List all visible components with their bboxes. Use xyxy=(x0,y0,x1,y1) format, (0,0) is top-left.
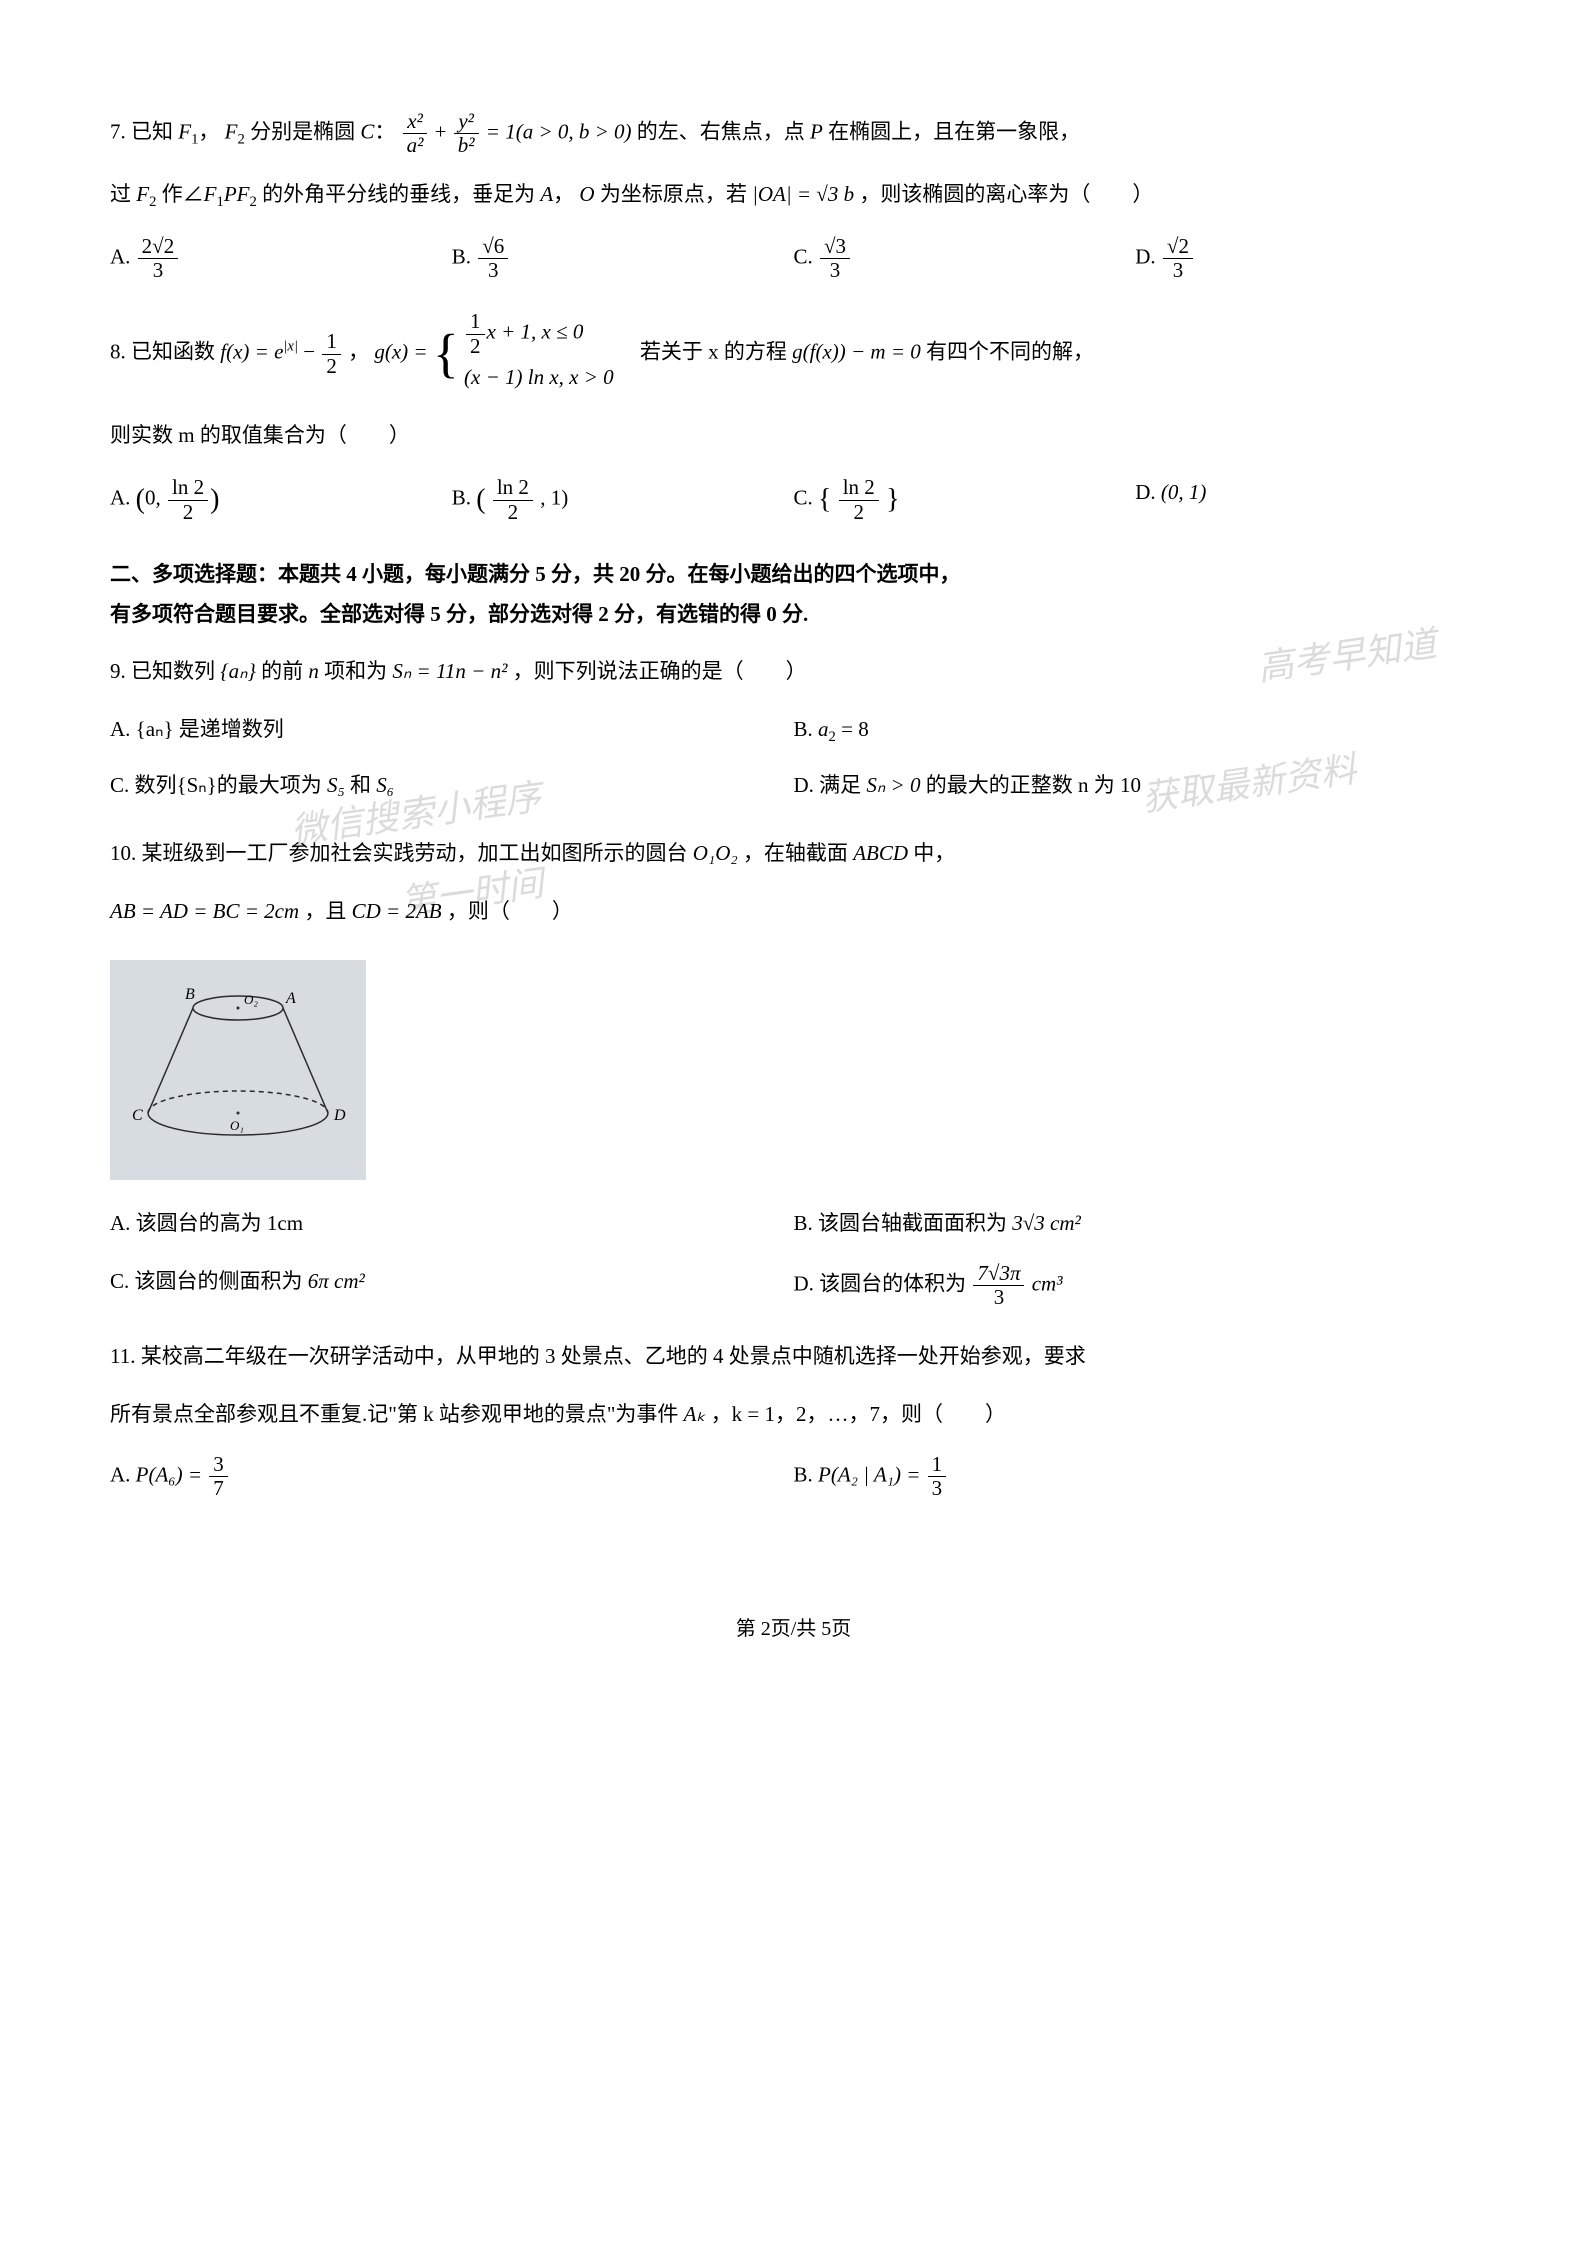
choice-b: B. ( ln 22 , 1) xyxy=(452,473,794,526)
choice-d: D. √23 xyxy=(1135,235,1477,282)
choice-a: A. {aₙ} 是递增数列 xyxy=(110,710,794,752)
choice-a: A. 2√23 xyxy=(110,235,452,282)
choice-c: C. √33 xyxy=(794,235,1136,282)
label-o1: O₁ xyxy=(230,1118,244,1133)
q7-line1: 7. 已知 F1， F2 分别是椭圆 C： x²a² + y²b² = 1(a … xyxy=(110,110,1477,157)
q-number: 11. xyxy=(110,1344,135,1368)
frustum-diagram: B A C D O₂ O₁ xyxy=(118,968,358,1158)
q8-line2: 则实数 m 的取值集合为（ ） xyxy=(110,416,1477,456)
q11-choices: A. P(A₆) = 37 B. P(A₂ | A₁) = 13 xyxy=(110,1453,1477,1500)
choice-a: A. ((0, 0, ln 22) xyxy=(110,473,452,526)
label-d: D xyxy=(333,1107,346,1124)
choice-a: A. P(A₆) = 37 xyxy=(110,1453,794,1500)
label-b: B xyxy=(185,986,195,1003)
choice-c: C. { ln 22 } xyxy=(794,473,1136,526)
question-9: 高考早知道 9. 已知数列 {aₙ} 的前 n 项和为 Sₙ = 11n − n… xyxy=(110,652,1477,806)
q7-line2: 过 F2 作∠F1PF2 的外角平分线的垂线，垂足为 A， O 为坐标原点，若 … xyxy=(110,175,1477,217)
q7-choices: A. 2√23 B. √63 C. √33 D. √23 xyxy=(110,235,1477,282)
q-number: 10. xyxy=(110,841,136,865)
q9-choices: 微信搜索小程序 获取最新资料 A. {aₙ} 是递增数列 B. a2 = 8 C… xyxy=(110,710,1477,806)
q10-figure: B A C D O₂ O₁ xyxy=(110,960,366,1180)
question-7: 7. 已知 F1， F2 分别是椭圆 C： x²a² + y²b² = 1(a … xyxy=(110,110,1477,282)
fraction: x²a² xyxy=(403,110,428,157)
label-c: C xyxy=(132,1107,143,1124)
q9-line1: 9. 已知数列 {aₙ} 的前 n 项和为 Sₙ = 11n − n² ，则下列… xyxy=(110,652,1477,692)
choice-b: B. P(A₂ | A₁) = 13 xyxy=(794,1453,1478,1500)
question-10: 第一时间 10. 某班级到一工厂参加社会实践劳动，加工出如图所示的圆台 O₁O₂… xyxy=(110,834,1477,1309)
choice-d: D. 满足 Sₙ > 0 的最大的正整数 n 为 10 xyxy=(794,766,1478,806)
choice-b: B. √63 xyxy=(452,235,794,282)
q10-choices: A. 该圆台的高为 1cm B. 该圆台轴截面面积为 3√3 cm² C. 该圆… xyxy=(110,1204,1477,1309)
choice-d: D. (0, 1) xyxy=(1135,473,1477,526)
question-8: 8. 已知函数 f(x) = e|x| − 12 ， g(x) = { 12x … xyxy=(110,310,1477,526)
choice-d: D. 该圆台的体积为 7√3π3 cm³ xyxy=(794,1262,1478,1309)
q-number: 7. xyxy=(110,119,126,143)
fraction: y²b² xyxy=(454,110,479,157)
q10-line1: 10. 某班级到一工厂参加社会实践劳动，加工出如图所示的圆台 O₁O₂ ，在轴截… xyxy=(110,834,1477,874)
page-footer: 第 2页/共 5页 xyxy=(110,1610,1477,1648)
label-o2: O₂ xyxy=(244,992,258,1007)
choice-c: C. 数列{Sₙ}的最大项为 S₅ 和 S₆ xyxy=(110,766,794,806)
q8-choices: A. ((0, 0, ln 22) B. ( ln 22 , 1) C. { l… xyxy=(110,473,1477,526)
choice-a: A. 该圆台的高为 1cm xyxy=(110,1204,794,1244)
choice-b: B. a2 = 8 xyxy=(794,710,1478,752)
q10-line2: AB = AD = BC = 2cm ，且 CD = 2AB ，则（ ） xyxy=(110,892,1477,932)
q11-line1: 11. 某校高二年级在一次研学活动中，从甲地的 3 处景点、乙地的 4 处景点中… xyxy=(110,1337,1477,1377)
choice-c: C. 该圆台的侧面积为 6π cm² xyxy=(110,1262,794,1309)
q-number: 9. xyxy=(110,659,126,683)
choice-b: B. 该圆台轴截面面积为 3√3 cm² xyxy=(794,1204,1478,1244)
question-11: 11. 某校高二年级在一次研学活动中，从甲地的 3 处景点、乙地的 4 处景点中… xyxy=(110,1337,1477,1500)
q8-line1: 8. 已知函数 f(x) = e|x| − 12 ， g(x) = { 12x … xyxy=(110,310,1477,397)
label-a: A xyxy=(285,990,296,1007)
q11-line2: 所有景点全部参观且不重复.记"第 k 站参观甲地的景点"为事件 Aₖ ，k = … xyxy=(110,1395,1477,1435)
q-number: 8. xyxy=(110,340,126,364)
section-2-title: 二、多项选择题：本题共 4 小题，每小题满分 5 分，共 20 分。在每小题给出… xyxy=(110,555,1477,635)
